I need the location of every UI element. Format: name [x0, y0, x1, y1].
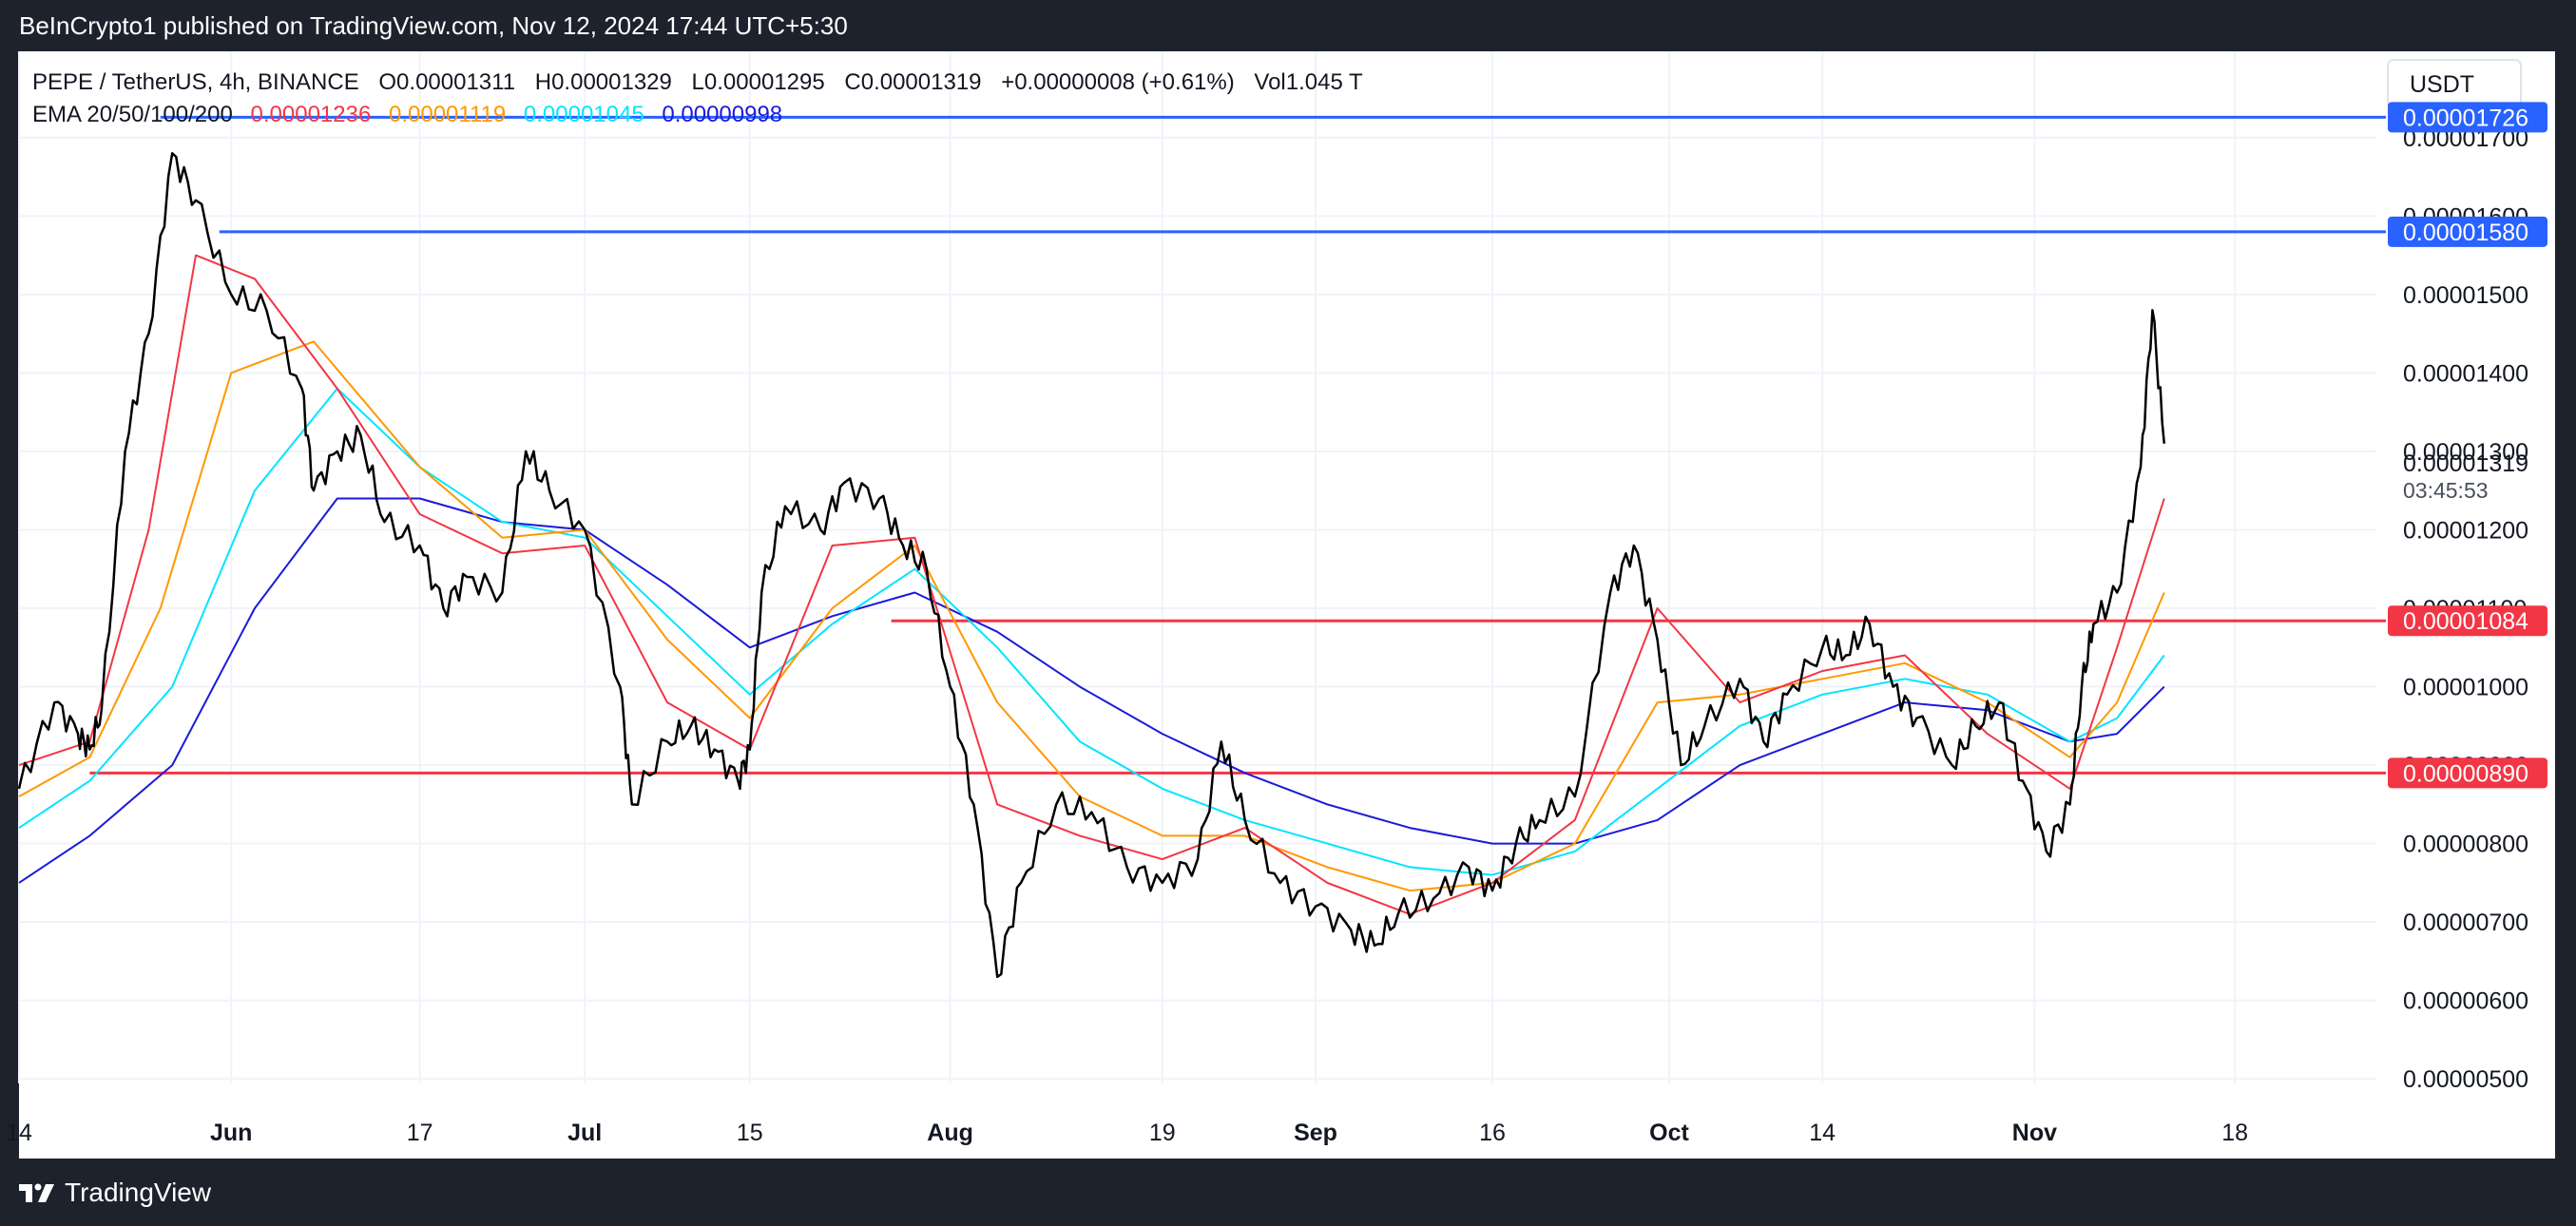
x-tick-label: Jul [567, 1120, 602, 1146]
ohlc-open-value: 0.00001311 [396, 69, 515, 95]
x-tick-label: Oct [1649, 1120, 1689, 1146]
tradingview-brand[interactable]: TradingView [19, 1178, 211, 1208]
ohlc-low-value: 0.00001295 [704, 69, 825, 95]
x-tick-label: 17 [407, 1120, 433, 1146]
price-series [17, 152, 2166, 979]
ohlc-open-label: O [378, 69, 396, 95]
x-tick-label: 14 [1809, 1120, 1836, 1146]
currency-button[interactable]: USDT [2387, 59, 2522, 108]
y-tick-label: 0.00000500 [2403, 1066, 2528, 1093]
ema100-line [18, 387, 2165, 876]
resistance-level-badge [2388, 102, 2547, 133]
y-tick-label: 0.00001200 [2403, 517, 2528, 544]
symbol-ohlc-line: PEPE / TetherUS, 4h, BINANCE O0.00001311… [32, 69, 1363, 95]
y-tick-label: 0.00000800 [2403, 832, 2528, 858]
x-tick-label: 15 [737, 1120, 763, 1146]
y-tick-label: 0.00000700 [2403, 910, 2528, 936]
x-tick-label: Aug [927, 1120, 973, 1146]
y-tick-label: 0.00001000 [2403, 675, 2528, 701]
ohlc-close-value: 0.00001319 [861, 69, 982, 95]
x-tick-label: 19 [1149, 1120, 1176, 1146]
x-tick-label: 16 [1479, 1120, 1506, 1146]
ema-legend-label: EMA 20/50/100/200 [32, 102, 233, 127]
footer-bar: TradingView [0, 1159, 2576, 1226]
bar-countdown-label: 03:45:53 [2403, 478, 2489, 503]
ohlc-low-label: L [692, 69, 704, 95]
level-lines [89, 115, 2386, 775]
ema-legend-line: EMA 20/50/100/200 0.00001236 0.00001119 … [32, 102, 782, 127]
ema100-value: 0.00001045 [524, 102, 644, 127]
chart-header: PEPE / TetherUS, 4h, BINANCE O0.00001311… [32, 69, 1363, 127]
ohlc-high-label: H [535, 69, 551, 95]
tradingview-logo-icon [19, 1183, 54, 1202]
y-tick-label: 0.00000600 [2403, 988, 2528, 1015]
ohlc-high-value: 0.00001329 [551, 69, 672, 95]
support-level-badge [2388, 757, 2547, 789]
resistance-level-label: 0.00001726 [2403, 105, 2528, 131]
x-tick-label: Sep [1294, 1120, 1337, 1146]
ema200-value: 0.00000998 [662, 102, 782, 127]
ohlc-close-label: C [844, 69, 860, 95]
last-price-label: 0.00001319 [2403, 450, 2528, 477]
x-tick-label: 14 [6, 1120, 32, 1146]
y-tick-label: 0.00001500 [2403, 282, 2528, 309]
ema50-line [18, 340, 2165, 892]
price-change: +0.00000008 (+0.61%) [1001, 69, 1235, 95]
x-tick-label: Jun [210, 1120, 252, 1146]
volume-value: 1.045 T [1286, 69, 1363, 95]
ema20-value: 0.00001236 [251, 102, 372, 127]
ema20-line [18, 254, 2165, 915]
resistance-level-badge [2388, 216, 2547, 247]
support-level-badge [2388, 605, 2547, 637]
grid-lines [18, 51, 2376, 1083]
symbol-label: PEPE / TetherUS, 4h, BINANCE [32, 69, 359, 95]
ema-lines [18, 254, 2165, 915]
publisher-line: BeInCrypto1 published on TradingView.com… [19, 11, 848, 40]
ema50-value: 0.00001119 [389, 102, 506, 127]
price-line [17, 152, 2166, 979]
level-labels: 0.00001726 0.00001580 0.00001084 0.00000890 [2388, 102, 2547, 789]
y-tick-label: 0.00001300 [2403, 439, 2528, 466]
ema200-line [18, 497, 2165, 884]
brand-name: TradingView [65, 1178, 212, 1207]
time-axis[interactable]: 14 Jun 17 Jul 15 Aug 19 Sep 16 Oct 14 Nov 18 [6, 1120, 2248, 1146]
resistance-level-label: 0.00001580 [2403, 220, 2528, 246]
support-level-label: 0.00000890 [2403, 760, 2528, 787]
support-level-label: 0.00001084 [2403, 608, 2528, 635]
volume-label: Vol [1254, 69, 1285, 95]
y-tick-label: 0.00001400 [2403, 360, 2528, 387]
x-tick-label: 18 [2221, 1120, 2248, 1146]
publisher-bar: BeInCrypto1 published on TradingView.com… [0, 0, 2576, 51]
last-price-box: 0.00001319 03:45:53 [2403, 450, 2528, 503]
currency-label: USDT [2410, 71, 2474, 98]
x-tick-label: Nov [2012, 1120, 2057, 1146]
